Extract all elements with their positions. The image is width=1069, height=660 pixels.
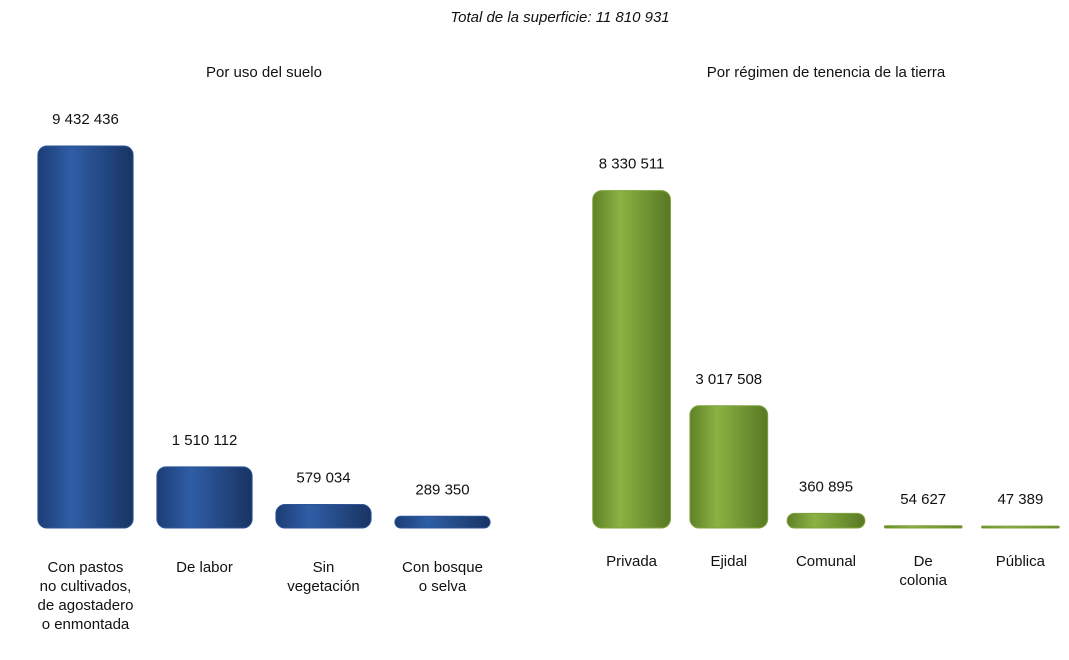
value-label: 1 510 112 [172,432,238,449]
category-label: Ejidal [710,553,748,570]
chart-title: Por uso del suelo [206,64,322,81]
bar [883,525,963,529]
value-label: 3 017 508 [695,371,762,388]
value-label: 579 034 [296,470,350,487]
category-label: Con bosque o selva [402,559,483,595]
category-label: Con pastos no cultivados, de agostadero … [37,559,134,633]
value-label: 8 330 511 [599,156,665,173]
value-label: 360 895 [799,478,853,495]
category-label: Comunal [795,553,856,570]
bar [689,405,769,529]
category-label: De labor [176,559,233,576]
bar [275,504,372,529]
value-label: 47 389 [997,491,1043,508]
main-title: Total de la superficie: 11 810 931 [450,9,669,26]
chart-title: Por régimen de tenencia de la tierra [707,64,946,81]
bar [786,512,866,529]
category-label: Sin vegetación [287,559,360,595]
category-label: Privada [606,553,658,570]
category-label: Pública [995,553,1045,570]
bar [394,515,491,529]
bar [981,525,1060,529]
bar [37,145,134,529]
value-label: 9 432 436 [52,111,119,128]
category-label: De colonia [899,553,947,589]
bar [592,190,671,529]
bar [156,466,253,529]
value-label: 54 627 [900,491,946,508]
value-label: 289 350 [415,481,469,498]
